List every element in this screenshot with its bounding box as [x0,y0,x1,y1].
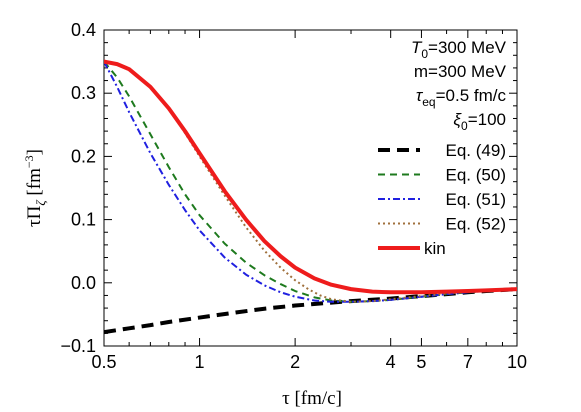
parameter-line: ξ0=100 [453,110,506,133]
y-tick-label: 0.2 [71,146,96,166]
y-tick-label: 0.3 [71,83,96,103]
parameter-line: τeq=0.5 fm/c [416,86,507,109]
plot-frame [103,29,518,347]
legend: Eq. (49) Eq. (50) Eq. (51) Eq. (52)kin [378,141,506,258]
svg-text:τΠζ [fm−3]: τΠζ [fm−3] [22,149,48,227]
x-tick-label: 2 [290,352,300,372]
y-tick-label: −0.1 [60,336,96,356]
series-line-5 [104,59,517,295]
legend-label: kin [424,239,446,258]
series-line-4 [104,60,517,303]
x-tick-label: 10 [507,352,527,372]
x-tick-label: 5 [416,352,426,372]
series-layer [104,59,517,335]
legend-label: Eq. (49) [446,141,506,160]
y-axis-label: τΠζ [fm−3] [22,149,48,227]
x-axis-label: τ [fm/c] [282,388,342,409]
legend-label: Eq. (51) [446,190,506,209]
y-tick-label: 0.0 [71,273,96,293]
y-tick-label: 0.4 [71,20,96,40]
x-tick-label: 0.5 [91,352,116,372]
axis-tick-labels: 0.5 1 2 4 5 7 10 −0.1 0.0 0.1 0.2 0.3 0.4 [60,20,527,372]
x-tick-label: 7 [463,352,473,372]
legend-label: Eq. (52) [446,215,506,234]
y-tick-label: 0.1 [71,210,96,230]
x-tick-label: 1 [195,352,205,372]
parameter-line: T0=300 MeV [411,38,507,61]
axis-ticks [103,29,518,347]
legend-label: Eq. (50) [446,166,506,185]
series-line-1 [104,287,517,335]
parameter-line: m=300 MeV [414,62,507,81]
x-tick-label: 4 [386,352,396,372]
